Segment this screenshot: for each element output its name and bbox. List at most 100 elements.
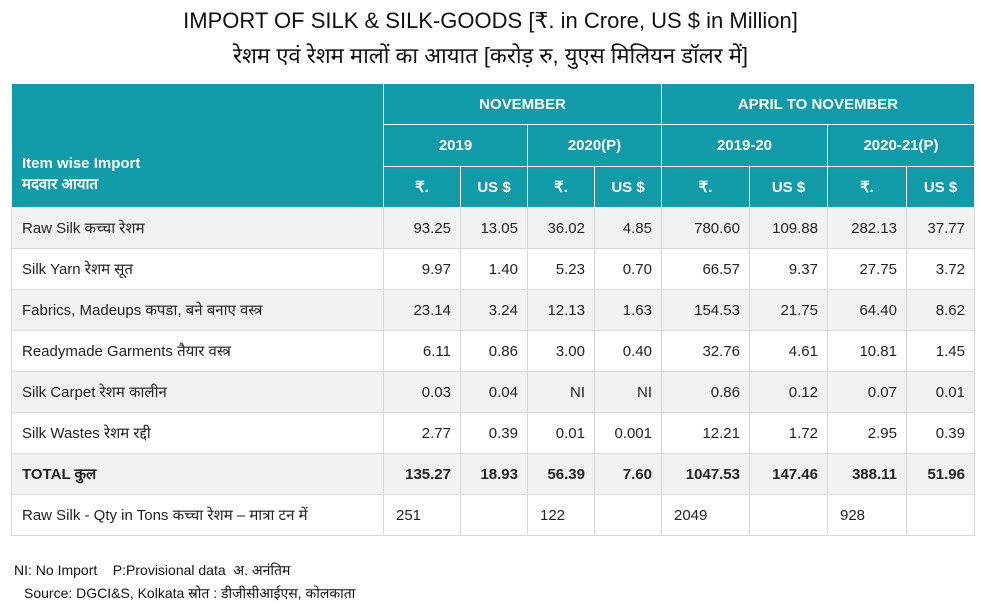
value-cell: NI — [527, 371, 595, 413]
empty-cell — [460, 494, 528, 536]
currency-rs-header: ₹. — [527, 166, 595, 208]
year-header: 2020-21(P) — [827, 124, 975, 167]
year-header: 2019-20 — [661, 124, 828, 167]
row-label: Readymade Garments तैयार वस्त्र — [11, 330, 384, 372]
total-row: TOTAL कुल 135.27 18.93 56.39 7.60 1047.5… — [11, 453, 975, 495]
qty-cell: 251 — [383, 494, 461, 536]
value-cell: 4.61 — [749, 330, 828, 372]
value-cell: 3.00 — [527, 330, 595, 372]
value-cell: 21.75 — [749, 289, 828, 331]
value-cell: 0.001 — [594, 412, 662, 454]
value-cell: 12.21 — [661, 412, 750, 454]
value-cell: 1.63 — [594, 289, 662, 331]
year-header: 2019 — [383, 124, 528, 167]
value-cell: 0.39 — [460, 412, 528, 454]
value-cell: 32.76 — [661, 330, 750, 372]
qty-cell: 122 — [527, 494, 595, 536]
value-cell: 109.88 — [749, 207, 828, 249]
title-hindi: रेशम एवं रेशम मालों का आयात [करोड़ रु, य… — [232, 43, 749, 68]
value-cell: 0.03 — [383, 371, 461, 413]
value-cell: 8.62 — [906, 289, 975, 331]
currency-usd-header: US $ — [906, 166, 975, 208]
value-cell: 0.07 — [827, 371, 907, 413]
value-cell: 13.05 — [460, 207, 528, 249]
table-row: Silk Carpet रेशम कालीन 0.03 0.04 NI NI 0… — [11, 371, 975, 413]
value-cell: 6.11 — [383, 330, 461, 372]
table-row: Raw Silk कच्चा रेशम 93.25 13.05 36.02 4.… — [11, 207, 975, 249]
value-cell: 0.04 — [460, 371, 528, 413]
value-cell: 5.23 — [527, 248, 595, 290]
item-header-hi: मदवार आयात — [22, 176, 98, 193]
currency-usd-header: US $ — [460, 166, 528, 208]
row-label: Fabrics, Madeups कपडा, बने बनाए वस्त्र — [11, 289, 384, 331]
total-cell: 7.60 — [594, 453, 662, 495]
value-cell: 2.95 — [827, 412, 907, 454]
value-cell: 3.72 — [906, 248, 975, 290]
row-label: Silk Wastes रेशम रद्दी — [11, 412, 384, 454]
footnote-legend: NI: No Import P:Provisional data अ. अनंत… — [14, 562, 291, 578]
value-cell: 3.24 — [460, 289, 528, 331]
item-header: Item wise Import मदवार आयात — [11, 83, 384, 208]
currency-rs-header: ₹. — [827, 166, 907, 208]
table-row: Silk Yarn रेशम सूत 9.97 1.40 5.23 0.70 6… — [11, 248, 975, 290]
value-cell: 10.81 — [827, 330, 907, 372]
value-cell: 9.37 — [749, 248, 828, 290]
currency-rs-header: ₹. — [661, 166, 750, 208]
value-cell: 0.86 — [460, 330, 528, 372]
total-cell: 51.96 — [906, 453, 975, 495]
title-english: IMPORT OF SILK & SILK-GOODS [₹. in Crore… — [183, 8, 798, 33]
currency-rs-header: ₹. — [383, 166, 461, 208]
value-cell: 154.53 — [661, 289, 750, 331]
total-cell: 18.93 — [460, 453, 528, 495]
empty-cell — [594, 494, 662, 536]
value-cell: 0.01 — [906, 371, 975, 413]
value-cell: 23.14 — [383, 289, 461, 331]
value-cell: 0.12 — [749, 371, 828, 413]
table-row: Readymade Garments तैयार वस्त्र 6.11 0.8… — [11, 330, 975, 372]
value-cell: 0.01 — [527, 412, 595, 454]
row-label: Raw Silk कच्चा रेशम — [11, 207, 384, 249]
value-cell: 36.02 — [527, 207, 595, 249]
value-cell: 0.39 — [906, 412, 975, 454]
total-cell: 1047.53 — [661, 453, 750, 495]
qty-label: Raw Silk - Qty in Tons कच्चा रेशम – मात्… — [11, 494, 384, 536]
qty-row: Raw Silk - Qty in Tons कच्चा रेशम – मात्… — [11, 494, 975, 536]
empty-cell — [749, 494, 828, 536]
qty-cell: 2049 — [661, 494, 750, 536]
period-april-november-header: APRIL TO NOVEMBER — [661, 83, 975, 125]
value-cell: 2.77 — [383, 412, 461, 454]
currency-usd-header: US $ — [749, 166, 828, 208]
item-header-en: Item wise Import — [22, 155, 141, 172]
value-cell: 9.97 — [383, 248, 461, 290]
value-cell: 37.77 — [906, 207, 975, 249]
footnote-source: Source: DGCI&S, Kolkata स्रोत : डीजीसीआई… — [24, 585, 356, 601]
value-cell: 93.25 — [383, 207, 461, 249]
period-november-header: NOVEMBER — [383, 83, 662, 125]
value-cell: 0.70 — [594, 248, 662, 290]
value-cell: 1.45 — [906, 330, 975, 372]
total-cell: 388.11 — [827, 453, 907, 495]
empty-cell — [906, 494, 975, 536]
total-cell: 56.39 — [527, 453, 595, 495]
value-cell: 64.40 — [827, 289, 907, 331]
qty-cell: 928 — [827, 494, 907, 536]
total-cell: 135.27 — [383, 453, 461, 495]
row-label: Silk Yarn रेशम सूत — [11, 248, 384, 290]
value-cell: 1.40 — [460, 248, 528, 290]
currency-usd-header: US $ — [594, 166, 662, 208]
table-row: Silk Wastes रेशम रद्दी 2.77 0.39 0.01 0.… — [11, 412, 975, 454]
value-cell: 12.13 — [527, 289, 595, 331]
silk-import-table: Item wise Import मदवार आयात NOVEMBER APR… — [11, 83, 975, 536]
value-cell: 1.72 — [749, 412, 828, 454]
total-cell: 147.46 — [749, 453, 828, 495]
value-cell: 0.86 — [661, 371, 750, 413]
row-label: Silk Carpet रेशम कालीन — [11, 371, 384, 413]
value-cell: NI — [594, 371, 662, 413]
value-cell: 4.85 — [594, 207, 662, 249]
total-label: TOTAL कुल — [11, 453, 384, 495]
table-row: Fabrics, Madeups कपडा, बने बनाए वस्त्र 2… — [11, 289, 975, 331]
value-cell: 27.75 — [827, 248, 907, 290]
value-cell: 0.40 — [594, 330, 662, 372]
value-cell: 780.60 — [661, 207, 750, 249]
value-cell: 282.13 — [827, 207, 907, 249]
